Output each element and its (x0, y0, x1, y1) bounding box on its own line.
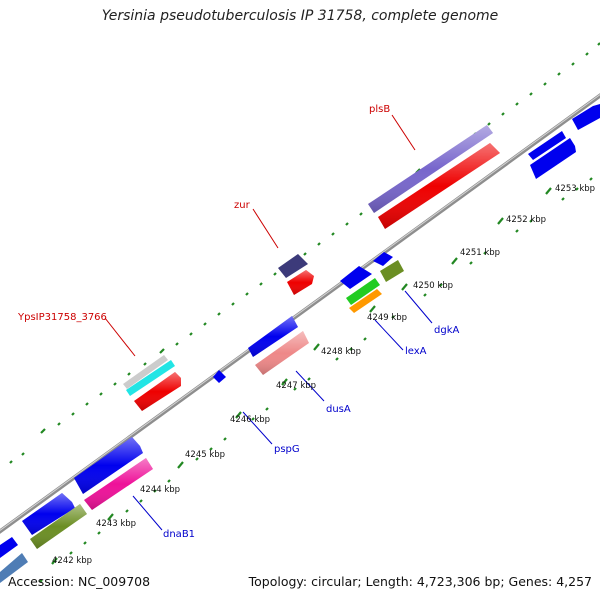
feature-lexA[interactable] (349, 289, 382, 313)
feature-plsB[interactable] (378, 143, 500, 229)
feature-dgkA[interactable] (380, 260, 404, 282)
feature-upper-2[interactable] (373, 252, 393, 266)
ruler-label-4243: 4243 kbp (96, 519, 136, 529)
ruler-labels: 4242 kbp 4243 kbp 4244 kbp 4245 kbp 4246… (52, 184, 595, 566)
feature-top-right-a[interactable] (572, 104, 600, 130)
feature-dusA[interactable] (255, 331, 309, 375)
ruler-label-4247: 4247 kbp (276, 381, 316, 391)
feature-4242-green[interactable] (30, 504, 87, 549)
feature-YpsIP31758_3766-b[interactable] (126, 360, 175, 396)
tick-row-inner (39, 177, 593, 583)
feature-4244-blue[interactable] (74, 437, 143, 494)
feature-4243-blue[interactable] (22, 493, 75, 535)
ruler-label-4249: 4249 kbp (367, 313, 407, 323)
tick-row-outer (9, 42, 600, 464)
ruler-label-4242: 4242 kbp (52, 556, 92, 566)
gene-label-plsB[interactable]: plsB (369, 104, 390, 115)
gene-label-dgkA[interactable]: dgkA (434, 325, 459, 336)
feature-pspG[interactable] (213, 370, 226, 383)
feature-YpsIP31758_3766-a[interactable] (123, 355, 168, 389)
feature-plsB-outer[interactable] (368, 125, 493, 213)
feature-4248-blue[interactable] (248, 316, 298, 357)
ruler-label-4248: 4248 kbp (321, 347, 361, 357)
gene-label-dusA[interactable]: dusA (326, 404, 351, 415)
accession-text: Accession: NC_009708 (8, 574, 151, 589)
feature-zur-outer[interactable] (278, 254, 308, 278)
feature-dnaB1[interactable] (84, 458, 153, 510)
gene-label-pspG[interactable]: pspG (274, 444, 300, 455)
feature-top-right-b[interactable] (528, 131, 576, 179)
ruler-label-4244: 4244 kbp (140, 485, 180, 495)
ruler-label-4251: 4251 kbp (460, 248, 500, 258)
gene-label-zur[interactable]: zur (234, 200, 251, 211)
feature-zur[interactable] (287, 270, 314, 295)
genome-backbone (0, 93, 600, 534)
map-title: Yersinia pseudotuberculosis IP 31758, co… (101, 8, 499, 24)
feature-upper-1[interactable] (340, 266, 372, 289)
ruler-label-4245: 4245 kbp (185, 450, 225, 460)
feature-left-edge-a[interactable] (0, 537, 18, 558)
gene-label-dnaB1[interactable]: dnaB1 (163, 529, 195, 540)
gene-label-lexA[interactable]: lexA (405, 346, 427, 357)
ruler-label-4252: 4252 kbp (506, 215, 546, 225)
gene-label-YpsIP31758_3766[interactable]: YpsIP31758_3766 (17, 312, 107, 323)
feature-lexA-green[interactable] (346, 278, 380, 305)
feature-left-edge-b[interactable] (0, 553, 28, 583)
ruler-label-4246: 4246 kbp (230, 415, 270, 425)
callout-lines (104, 114, 433, 531)
ruler-label-4250: 4250 kbp (413, 281, 453, 291)
feature-YpsIP31758_3766-c[interactable] (134, 372, 181, 411)
gene-labels: plsB zur YpsIP31758_3766 dgkA lexA dusA … (17, 104, 459, 540)
ruler-label-4253: 4253 kbp (555, 184, 595, 194)
genome-summary-text: Topology: circular; Length: 4,723,306 bp… (248, 574, 592, 589)
